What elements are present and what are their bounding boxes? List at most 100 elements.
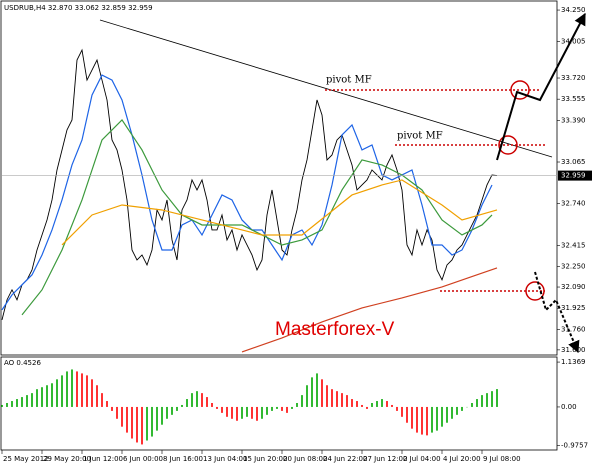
price-line [1, 48, 498, 320]
ao-bar [41, 387, 43, 407]
ao-bar [331, 389, 333, 407]
y-tick-label: 33.065 [561, 158, 586, 166]
ao-bar [346, 395, 348, 407]
ao-bar [276, 406, 278, 409]
ao-bar [416, 406, 418, 433]
x-tick-label: 1 Jun 12:00 [83, 455, 123, 463]
ao-bar [261, 406, 263, 419]
ao-bar [136, 406, 138, 443]
x-tick-label: 9 Jul 08:00 [483, 455, 521, 463]
ao-bar [291, 406, 293, 409]
ao-bar [51, 383, 53, 407]
ao-bar [21, 397, 23, 407]
ao-bar [201, 393, 203, 407]
ao-bar [231, 406, 233, 419]
ao-bar [421, 406, 423, 435]
x-tick-label: 29 May 20:00 [43, 455, 91, 463]
price-line [1, 74, 493, 311]
ao-bar [316, 373, 318, 407]
ao-bar [236, 406, 238, 421]
ao-bar [271, 406, 273, 411]
ao-bar [86, 375, 88, 407]
y-tick-label: 33.555 [561, 95, 586, 103]
ao-bar [476, 399, 478, 407]
ao-bar [71, 369, 73, 407]
x-tick-label: 8 Jun 16:00 [163, 455, 203, 463]
ao-bar [391, 404, 393, 407]
price-line [61, 179, 498, 246]
ao-bar [386, 401, 388, 407]
ao-bar [281, 406, 283, 411]
x-tick-label: 4 Jul 20:00 [443, 455, 481, 463]
ao-bar [81, 373, 83, 407]
ao-bar [481, 395, 483, 407]
ao-bar [326, 385, 328, 407]
ao-bar [226, 406, 228, 417]
ao-bar [131, 406, 133, 439]
ao-bar [146, 406, 148, 441]
ao-bar [11, 401, 13, 407]
ao-bar [66, 371, 68, 407]
ao-bar [256, 406, 258, 421]
ao-bar [221, 406, 223, 413]
ao-bar [116, 406, 118, 419]
ao-bar [356, 401, 358, 407]
y-tick-label: 32.740 [561, 200, 586, 208]
price-line [241, 267, 498, 353]
y-tick-label: 31.925 [561, 304, 586, 312]
ao-bar [76, 371, 78, 407]
ao-bar [211, 403, 213, 407]
ao-bar [436, 406, 438, 431]
ao-bar [431, 406, 433, 433]
y-tick-label: 1.1369 [561, 358, 586, 366]
ao-bar [96, 385, 98, 407]
ao-bar [166, 406, 168, 419]
target-circle [510, 80, 530, 100]
y-tick-label: 0.00 [561, 403, 577, 411]
ao-bar [336, 391, 338, 407]
ao-bar [56, 379, 58, 407]
ao-bar [171, 406, 173, 415]
y-tick-label: 33.720 [561, 74, 586, 82]
ao-bar [31, 393, 33, 407]
x-tick-label: 6 Jun 00:00 [123, 455, 163, 463]
ao-bar [121, 406, 123, 427]
ao-bar [61, 375, 63, 407]
ao-bar [191, 393, 193, 407]
ao-bar [296, 403, 298, 407]
annotation: pivot MF [397, 131, 443, 142]
plot-layer [1, 48, 557, 445]
ao-bar [181, 404, 183, 407]
ao-bar [451, 406, 453, 419]
forecast-down [534, 271, 580, 354]
ao-bar [26, 395, 28, 407]
ao-panel [0, 356, 558, 451]
ao-bar [461, 406, 463, 411]
trend-line [99, 19, 553, 158]
y-tick-label: 32.250 [561, 263, 586, 271]
ao-bar [206, 397, 208, 407]
x-tick-label: 15 Jun 20:00 [243, 455, 287, 463]
y-tick-label: 33.390 [561, 116, 586, 124]
ao-bar [396, 406, 398, 411]
ao-bar [361, 404, 363, 407]
ao-bar [306, 385, 308, 407]
ao-bar [156, 406, 158, 431]
ao-bar [446, 406, 448, 423]
target-circle [498, 135, 518, 155]
x-tick-label: 13 Jun 04:00 [203, 455, 247, 463]
ao-bar [496, 389, 498, 407]
last-price-label: 32.959 [561, 172, 586, 180]
ao-bar [141, 406, 143, 445]
chart-header: USDRUB,H4 32.870 33.062 32.859 32.959 [4, 4, 153, 12]
ao-bar [286, 406, 288, 413]
ao-bar [46, 385, 48, 407]
x-tick-label: 20 Jun 08:00 [283, 455, 327, 463]
ao-bar [196, 391, 198, 407]
x-tick-label: 2 Jul 04:00 [403, 455, 441, 463]
forecast-up [496, 12, 586, 161]
annotation: pivot MF [326, 75, 372, 86]
ao-bar [486, 393, 488, 407]
